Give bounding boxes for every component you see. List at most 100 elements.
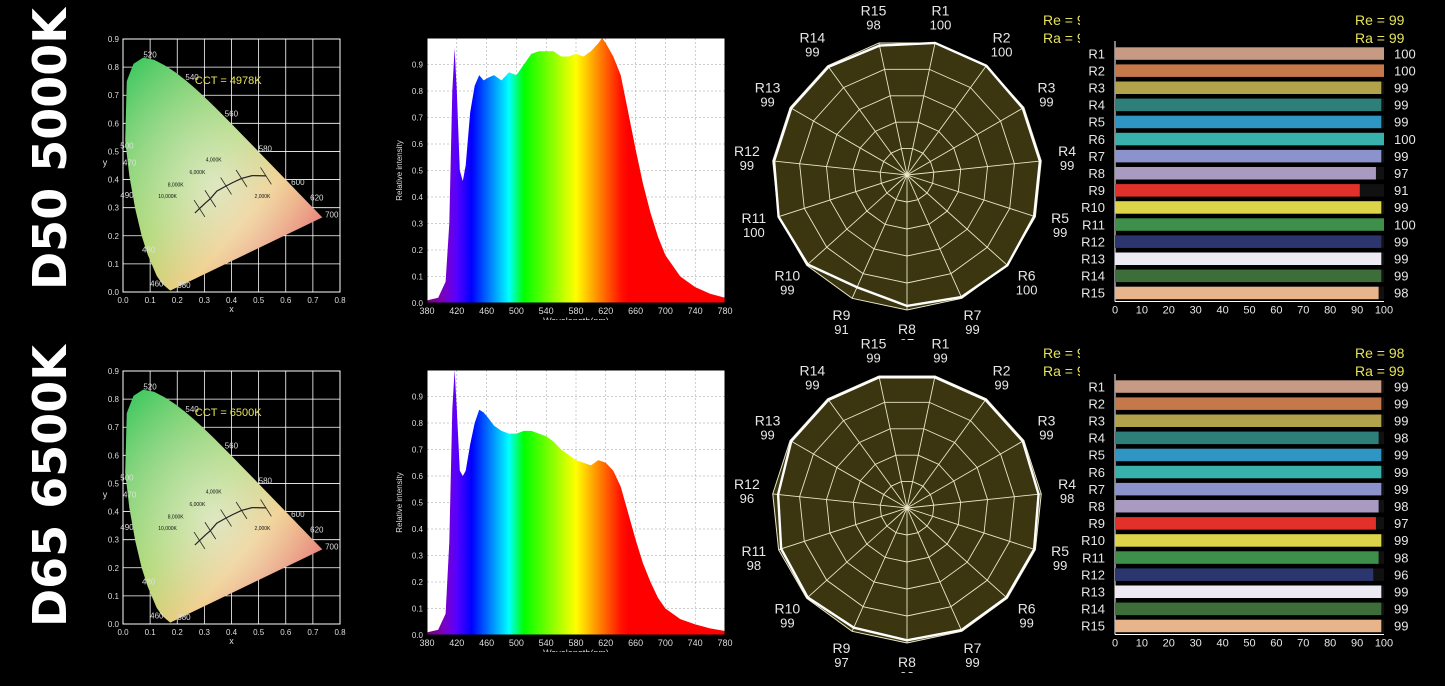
- isotherm-line: [235, 169, 248, 188]
- cri-bar-value: 99: [1394, 602, 1408, 617]
- cie-x-tick: 0.3: [199, 628, 211, 637]
- spd-x-tick: 580: [568, 638, 583, 648]
- spd-x-tick: 740: [688, 638, 703, 648]
- spd-y-tick: 0.5: [412, 499, 424, 508]
- bar-x-tick: 20: [1163, 305, 1175, 317]
- wavelength-label: 490: [120, 191, 134, 200]
- bar-x-tick: 80: [1324, 305, 1336, 317]
- cri-bar-value: 99: [1394, 533, 1408, 548]
- bar-x-tick: 10: [1136, 305, 1148, 317]
- cie-y-label: y: [103, 490, 108, 500]
- cie-x-label: x: [229, 636, 234, 646]
- radar-spoke: [906, 398, 987, 509]
- radar-axis-label: R13: [755, 413, 781, 429]
- cri-bar: [1115, 619, 1382, 633]
- cie-diagram-d65: 0.0 0.1 0.2 0.3 0.4 0.5 0.6 0.7 0.8 0.0 0.1 0.2 0.3 0…: [103, 367, 346, 646]
- cri-bar: [1115, 482, 1382, 496]
- cri-bar-label: R9: [1088, 516, 1105, 531]
- radar-ring: [799, 68, 1015, 284]
- cri-bar: [1115, 64, 1384, 77]
- cie-x-tick: 0.8: [334, 628, 346, 637]
- bar-ra-label: Ra = 99: [1355, 363, 1405, 379]
- spd-x-tick: 580: [568, 306, 583, 316]
- radar-axis-label: R6: [1018, 268, 1036, 284]
- wavelength-label: 500: [120, 142, 134, 151]
- spd-y-tick: 0.6: [412, 472, 424, 481]
- cri-bar-chart-d65: R1 99 R2 99 R3 99 R4 98 R5 99 R6 99 R7 99 R8 98 R9 97 R10 9…: [1081, 345, 1408, 650]
- spd-y-tick: 0.7: [412, 114, 424, 123]
- spd-x-label: Wavelength(nm): [543, 648, 609, 652]
- cri-bar-label: R5: [1088, 448, 1105, 463]
- cri-bar-label: R11: [1082, 217, 1105, 232]
- spectrum-area: [427, 38, 725, 303]
- spd-y-tick: 0.8: [412, 419, 424, 428]
- radar-spoke: [906, 507, 1036, 551]
- cri-bar: [1115, 235, 1382, 248]
- isotherm-line: [235, 501, 248, 520]
- bar-x-tick: 80: [1324, 638, 1336, 650]
- wavelength-label: 520: [143, 50, 157, 59]
- cie-gamut-white: [125, 389, 323, 623]
- cri-bar-label: R9: [1088, 183, 1105, 198]
- bar-x-tick: 30: [1190, 305, 1202, 317]
- radar-value-label: 99: [740, 158, 754, 173]
- radar-axis-label: R7: [964, 307, 982, 323]
- radar-spoke: [906, 174, 1036, 218]
- bar-x-tick: 70: [1297, 305, 1309, 317]
- spd-y-label: Relative intensity: [395, 140, 404, 200]
- cri-bar: [1115, 149, 1382, 163]
- bar-x-tick: 0: [1112, 305, 1118, 317]
- cri-bar-value: 99: [1394, 619, 1408, 634]
- radar-ring: [879, 148, 935, 203]
- wavelength-label: 470: [123, 491, 137, 500]
- wavelength-label: 470: [123, 159, 137, 168]
- bar-x-tick: 50: [1243, 305, 1255, 317]
- radar-axis-label: R11: [742, 543, 767, 559]
- radar-spoke: [906, 440, 1025, 509]
- cri-bar-value: 98: [1394, 499, 1408, 514]
- cie-y-tick: 0.7: [108, 423, 120, 432]
- cri-bar: [1115, 448, 1382, 462]
- spd-y-tick: 0.1: [412, 605, 424, 614]
- cie-y-tick: 0.0: [108, 620, 120, 629]
- spd-y-tick: 0.3: [412, 552, 424, 561]
- cri-bar: [1115, 397, 1382, 410]
- cri-bar: [1115, 380, 1382, 393]
- cri-bar: [1115, 534, 1382, 547]
- spectrum-chart-d65: 380 420 460 500 540 580 620 660 700 740 780 0.0 0.1 0…: [395, 369, 733, 652]
- cct-tick-label: 10,000K: [158, 526, 177, 532]
- cri-radar-d65: R199R299R399R498R599R699R799R898R997R109…: [735, 338, 1080, 673]
- bar-re-label: Re = 99: [1355, 12, 1405, 28]
- cri-bar-label: R6: [1088, 465, 1105, 480]
- spd-y-tick: 0.2: [412, 578, 424, 587]
- cri-bar-label: R2: [1088, 63, 1105, 78]
- planckian-locus: [194, 175, 266, 214]
- cri-bar: [1115, 132, 1384, 146]
- radar-value-label: 99: [866, 351, 880, 366]
- spd-y-tick: 0.1: [412, 273, 424, 282]
- radar-value-label: 99: [965, 322, 979, 337]
- radar-value-label: 99: [1053, 225, 1067, 240]
- isotherm-line: [220, 177, 232, 195]
- spd-y-tick: 0.0: [412, 299, 424, 308]
- radar-value-label: 100: [991, 45, 1013, 60]
- radar-value-label: 98: [866, 18, 880, 33]
- radar-spoke: [778, 174, 908, 218]
- radar-axis-label: R15: [861, 338, 887, 352]
- cie-y-tick: 0.6: [108, 451, 120, 460]
- cct-annotation: CCT = 4978K: [195, 75, 262, 87]
- cri-bar: [1115, 184, 1360, 197]
- radar-series: [776, 376, 1040, 642]
- spectrum-area: [427, 370, 725, 635]
- cri-bar: [1115, 602, 1382, 616]
- bar-x-tick: 100: [1375, 305, 1393, 317]
- isotherm-line: [220, 509, 232, 527]
- cie-y-tick: 0.8: [108, 63, 120, 72]
- wavelength-label: 380: [177, 613, 191, 622]
- radar-spoke: [906, 375, 936, 509]
- cct-tick-label: 8,000K: [168, 515, 185, 521]
- cri-bar-label: R3: [1088, 81, 1105, 96]
- bar-x-tick: 60: [1270, 638, 1282, 650]
- cct-tick-label: 4,000K: [206, 489, 223, 495]
- radar-spoke: [772, 493, 908, 509]
